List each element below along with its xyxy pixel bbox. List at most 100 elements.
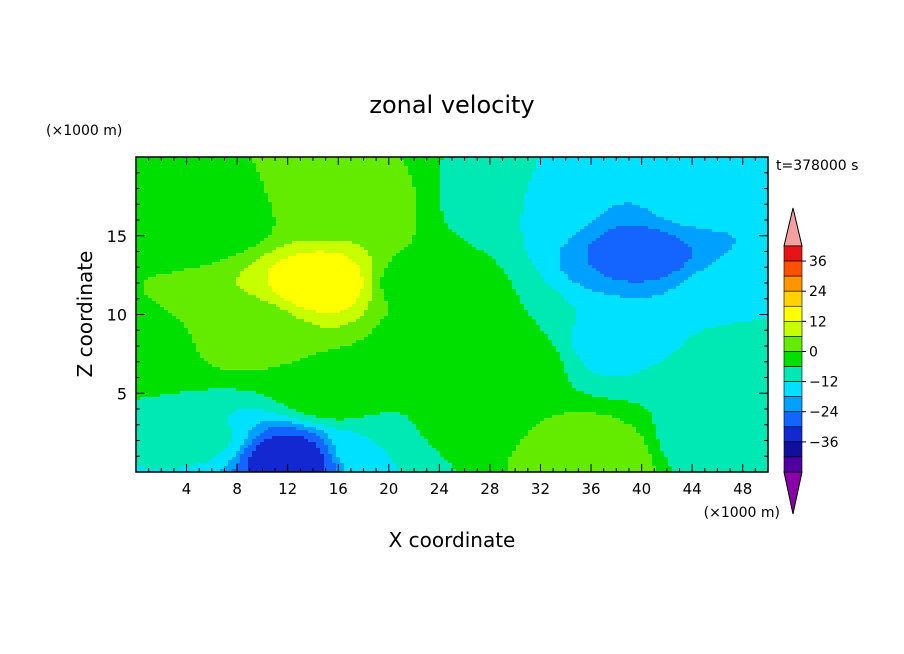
field-cell <box>400 175 405 179</box>
field-cell <box>700 169 705 173</box>
field-cell <box>752 187 757 191</box>
field-cell <box>596 181 601 185</box>
field-cell <box>376 178 381 182</box>
field-cell <box>692 166 697 170</box>
field-cell <box>156 169 161 173</box>
field-cell <box>304 163 309 167</box>
field-cell <box>472 178 477 182</box>
field-cell <box>304 166 309 170</box>
field-cell <box>492 190 497 194</box>
field-cell <box>644 163 649 167</box>
field-cell <box>468 163 473 167</box>
field-cell <box>416 187 421 191</box>
field-cell <box>612 181 617 185</box>
field-cell <box>292 187 297 191</box>
field-cell <box>184 178 189 182</box>
field-cell <box>644 178 649 182</box>
field-cell <box>280 163 285 167</box>
field-cell <box>348 172 353 176</box>
field-cell <box>592 184 597 188</box>
field-cell <box>432 169 437 173</box>
field-cell <box>176 181 181 185</box>
field-cell <box>496 184 501 188</box>
field-cell <box>576 172 581 176</box>
field-cell <box>156 157 161 161</box>
field-cell <box>696 184 701 188</box>
field-cell <box>752 178 757 182</box>
field-cell <box>448 166 453 170</box>
field-cell <box>276 172 281 176</box>
field-cell <box>760 169 765 173</box>
field-cell <box>144 190 149 194</box>
field-cell <box>320 175 325 179</box>
field-cell <box>560 160 565 164</box>
field-cell <box>760 157 765 161</box>
field-cell <box>368 163 373 167</box>
field-cell <box>156 187 161 191</box>
field-cell <box>300 190 305 194</box>
field-cell <box>240 166 245 170</box>
field-cell <box>572 181 577 185</box>
field-cell <box>136 163 141 167</box>
field-cell <box>720 184 725 188</box>
field-cell <box>460 184 465 188</box>
field-cell <box>208 157 213 161</box>
field-cell <box>716 181 721 185</box>
field-cell <box>196 178 201 182</box>
field-cell <box>244 166 249 170</box>
field-cell <box>212 172 217 176</box>
field-cell <box>644 169 649 173</box>
field-cell <box>416 172 421 176</box>
field-cell <box>624 160 629 164</box>
field-cell <box>200 190 205 194</box>
field-cell <box>400 181 405 185</box>
field-cell <box>284 172 289 176</box>
field-cell <box>384 160 389 164</box>
field-cell <box>652 181 657 185</box>
field-cell <box>760 163 765 167</box>
field-cell <box>288 181 293 185</box>
field-cell <box>248 160 253 164</box>
field-cell <box>180 172 185 176</box>
field-cell <box>208 175 213 179</box>
field-cell <box>680 187 685 191</box>
field-cell <box>284 181 289 185</box>
field-cell <box>180 175 185 179</box>
field-cell <box>188 184 193 188</box>
field-cell <box>608 169 613 173</box>
field-cell <box>684 184 689 188</box>
field-cell <box>344 166 349 170</box>
field-cell <box>248 178 253 182</box>
field-cell <box>192 184 197 188</box>
field-cell <box>172 187 177 191</box>
field-cell <box>588 166 593 170</box>
field-cell <box>204 175 209 179</box>
field-cell <box>712 184 717 188</box>
field-cell <box>660 178 665 182</box>
field-cell <box>684 187 689 191</box>
field-cell <box>392 175 397 179</box>
field-cell <box>392 157 397 161</box>
field-cell <box>476 163 481 167</box>
field-cell <box>624 184 629 188</box>
field-cell <box>488 175 493 179</box>
field-cell <box>236 175 241 179</box>
field-cell <box>208 163 213 167</box>
field-cell <box>616 175 621 179</box>
field-cell <box>156 184 161 188</box>
field-cell <box>696 157 701 161</box>
field-cell <box>604 184 609 188</box>
field-cell <box>328 157 333 161</box>
field-cell <box>404 169 409 173</box>
field-cell <box>764 166 768 170</box>
field-cell <box>620 178 625 182</box>
field-cell <box>216 157 221 161</box>
field-cell <box>448 175 453 179</box>
field-cell <box>736 163 741 167</box>
field-cell <box>540 172 545 176</box>
field-cell <box>676 172 681 176</box>
field-cell <box>180 187 185 191</box>
field-cell <box>364 190 369 194</box>
field-cell <box>384 184 389 188</box>
field-cell <box>368 190 373 194</box>
